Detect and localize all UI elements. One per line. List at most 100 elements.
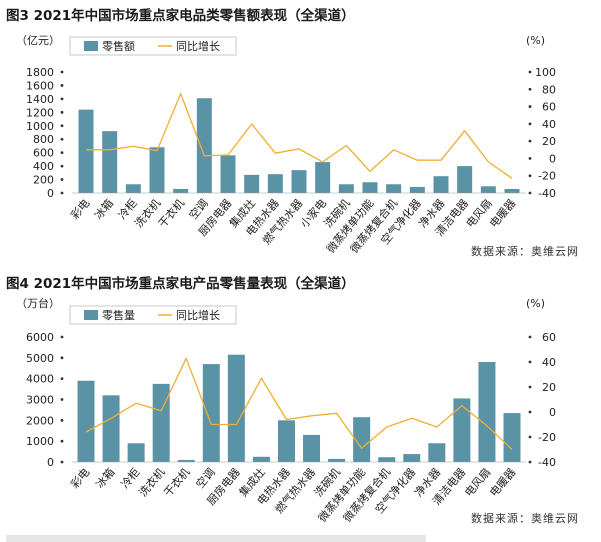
bar-电热水器 bbox=[277, 420, 295, 462]
right-unit-label: (%) bbox=[526, 34, 545, 47]
right-tick-label: 20 bbox=[542, 135, 556, 148]
bar-燃气热水器 bbox=[291, 170, 307, 193]
left-tick-label: 1600 bbox=[26, 79, 54, 92]
left-tick-label: 5000 bbox=[26, 352, 54, 365]
bar-空调 bbox=[196, 98, 212, 193]
category-label: 彩电 bbox=[68, 466, 92, 491]
bar-电热水器 bbox=[267, 174, 283, 193]
left-tick-mark bbox=[60, 335, 64, 339]
left-tick-label: 4000 bbox=[26, 373, 54, 386]
bar-空气净化器 bbox=[409, 186, 425, 193]
right-tick-label: -40 bbox=[538, 187, 556, 200]
left-tick-mark bbox=[60, 439, 64, 443]
right-tick-label: 40 bbox=[542, 118, 556, 131]
right-unit-label: (%) bbox=[526, 297, 545, 310]
chart-retail-sales: （亿元） (%)零售额 同比增长02004006008001000120014001… bbox=[16, 34, 556, 256]
left-unit-label: （万台） bbox=[16, 296, 60, 310]
bar-空调 bbox=[202, 364, 220, 462]
left-tick-mark bbox=[60, 137, 64, 141]
bar-冰箱 bbox=[102, 395, 120, 462]
bar-燃气热水器 bbox=[303, 434, 321, 462]
category-label: 电暖器 bbox=[487, 197, 518, 231]
right-tick-mark bbox=[528, 410, 532, 414]
right-tick-label: 100 bbox=[535, 66, 556, 79]
category-label: 干衣机 bbox=[155, 196, 187, 230]
bar-清洁电器 bbox=[453, 398, 471, 462]
left-tick-label: 1400 bbox=[26, 93, 54, 106]
bar-集成灶 bbox=[252, 456, 270, 462]
bar-微蒸烤复合机 bbox=[386, 184, 402, 193]
figure-4: （万台） (%) 零售量 同比增长 0 1000 2000 3000 4000 5000 6000 -… bbox=[0, 268, 601, 530]
left-tick-label: 1800 bbox=[26, 66, 54, 79]
chart-retail-volume: （万台） (%) 零售量 同比增长 0 1000 2000 3000 4000 5000 6000 -… bbox=[16, 296, 556, 525]
bar-空气净化器 bbox=[403, 454, 421, 462]
right-tick-mark bbox=[528, 174, 532, 178]
right-tick-mark bbox=[528, 105, 532, 108]
left-tick-label: 600 bbox=[33, 147, 54, 160]
cut-off-text-strip bbox=[6, 535, 426, 542]
figure-3: （亿元） (%) 零售额 同比增长 0 200 400 600 800 1000 1200 1400 1… bbox=[0, 0, 601, 268]
bar-电暖器 bbox=[504, 188, 520, 193]
left-tick-label: 1200 bbox=[26, 106, 54, 119]
bar-微蒸烤复合机 bbox=[378, 457, 396, 462]
bar-冷柜 bbox=[127, 443, 145, 462]
legend: 零售量 同比增长 bbox=[69, 305, 237, 325]
left-tick-mark bbox=[60, 110, 64, 114]
bar-净水器 bbox=[428, 443, 446, 462]
left-tick-mark bbox=[60, 191, 64, 195]
source-note: 数据来源：奥维云网 bbox=[471, 245, 579, 258]
bar-洗碗机 bbox=[328, 458, 346, 462]
right-tick-label: 60 bbox=[542, 101, 556, 114]
bar-洗衣机 bbox=[149, 147, 165, 193]
left-tick-label: 800 bbox=[33, 133, 54, 146]
bar-洗碗机 bbox=[338, 184, 354, 193]
legend-bar-swatch bbox=[84, 310, 98, 320]
bar-干衣机 bbox=[177, 459, 195, 462]
left-tick-label: 200 bbox=[33, 174, 54, 187]
right-tick-mark bbox=[528, 385, 532, 389]
growth-line-series bbox=[85, 357, 513, 450]
bar-厨房电器 bbox=[220, 155, 236, 193]
right-tick-mark bbox=[528, 191, 532, 195]
bar-电暖器 bbox=[503, 413, 521, 462]
category-label: 彩电 bbox=[68, 197, 92, 222]
left-tick-mark bbox=[60, 418, 64, 422]
category-label: 干衣机 bbox=[161, 465, 193, 499]
category-label: 冰箱 bbox=[91, 196, 116, 222]
bar-集成灶 bbox=[244, 174, 260, 193]
left-tick-label: 400 bbox=[33, 160, 54, 173]
right-tick-label: -20 bbox=[538, 431, 556, 444]
left-tick-label: 6000 bbox=[26, 331, 54, 344]
left-tick-mark bbox=[60, 97, 64, 101]
right-tick-label: 0 bbox=[549, 406, 556, 419]
figure-title: 图4 2021年中国市场重点家电产品零售量表现（全渠道） bbox=[6, 276, 355, 292]
left-tick-mark bbox=[60, 377, 64, 381]
right-tick-label: 40 bbox=[542, 356, 556, 369]
left-tick-label: 0 bbox=[47, 187, 54, 200]
right-tick-mark bbox=[528, 460, 532, 464]
right-tick-label: 20 bbox=[542, 381, 556, 394]
left-tick-label: 3000 bbox=[26, 394, 54, 407]
bar-冰箱 bbox=[102, 131, 118, 193]
left-tick-mark bbox=[60, 356, 64, 360]
legend-line-label: 同比增长 bbox=[176, 39, 220, 53]
bar-厨房电器 bbox=[227, 354, 245, 462]
category-label: 电暖器 bbox=[487, 466, 518, 500]
bar-微蒸烤单功能 bbox=[353, 417, 371, 462]
right-tick-mark bbox=[528, 157, 532, 160]
left-tick-mark bbox=[60, 70, 64, 74]
bar-电风扇 bbox=[478, 362, 496, 462]
right-tick-mark bbox=[528, 335, 532, 339]
right-tick-mark bbox=[528, 122, 532, 126]
left-tick-label: 0 bbox=[47, 456, 54, 469]
source-note: 数据来源：奥维云网 bbox=[471, 512, 579, 525]
left-tick-mark bbox=[60, 164, 64, 168]
bar-微蒸烤单功能 bbox=[362, 182, 378, 193]
bar-净水器 bbox=[433, 176, 449, 193]
bar-电风扇 bbox=[480, 186, 496, 193]
bar-彩电 bbox=[78, 109, 94, 193]
left-tick-label: 2000 bbox=[26, 414, 54, 427]
legend-bar-label: 零售额 bbox=[102, 39, 135, 53]
legend-frame bbox=[69, 305, 237, 325]
right-tick-label: 80 bbox=[542, 83, 556, 96]
